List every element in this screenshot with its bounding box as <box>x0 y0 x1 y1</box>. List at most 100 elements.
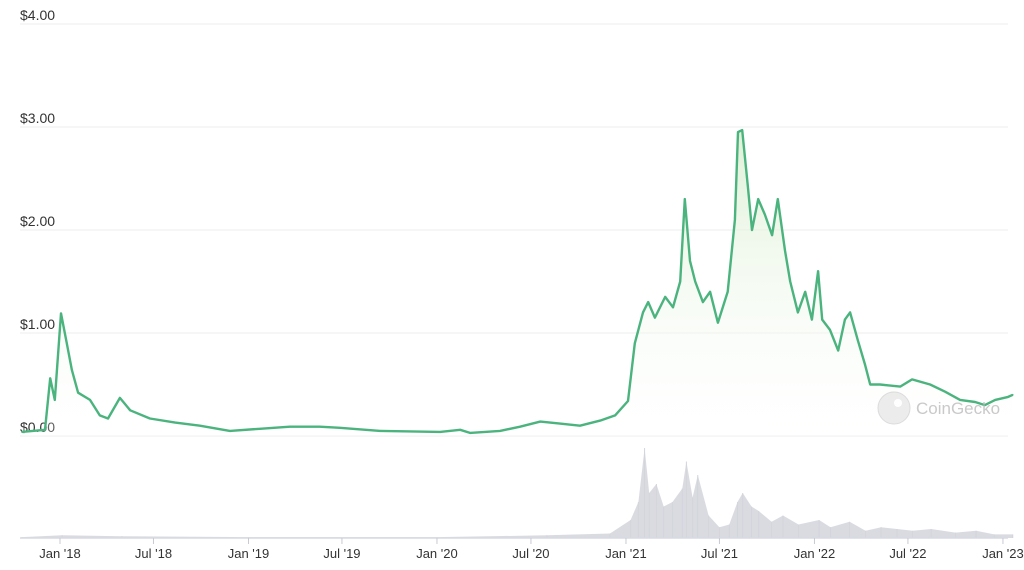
price-point <box>77 391 79 394</box>
price-point <box>789 280 791 283</box>
price-point <box>797 311 799 314</box>
price-point <box>717 321 719 324</box>
price-area-fill <box>21 130 1013 436</box>
x-tick-label: Jan '19 <box>228 546 270 561</box>
price-point <box>259 427 261 430</box>
price-point <box>539 420 542 423</box>
price-point <box>804 291 806 293</box>
price-point <box>899 385 901 388</box>
price-point <box>107 417 109 420</box>
price-point <box>737 131 739 133</box>
price-point <box>664 296 667 298</box>
price-point <box>869 383 872 386</box>
price-point <box>771 234 773 236</box>
price-point <box>519 425 521 428</box>
price-point <box>709 291 711 293</box>
x-tick-label: Jul '19 <box>323 546 360 561</box>
price-point <box>149 417 151 420</box>
price-point <box>679 280 681 283</box>
volume-area <box>21 448 1014 538</box>
price-point <box>60 312 62 315</box>
x-tick-label: Jan '21 <box>605 546 647 561</box>
price-point <box>959 399 961 401</box>
price-point <box>821 318 824 321</box>
y-tick-label: $2.00 <box>20 213 55 229</box>
price-point <box>694 280 696 283</box>
price-point <box>702 301 704 303</box>
price-point <box>119 397 121 399</box>
x-tick-label: Jul '21 <box>701 546 738 561</box>
price-point <box>469 432 471 434</box>
price-point <box>599 419 601 422</box>
price-point <box>98 414 101 417</box>
price-point <box>1007 396 1009 398</box>
price-point <box>65 339 67 342</box>
price-point <box>864 364 866 366</box>
price-point <box>929 383 931 386</box>
price-point <box>911 378 913 381</box>
price-point <box>288 425 291 428</box>
x-tick-label: Jan '20 <box>416 546 458 561</box>
price-point <box>684 198 686 200</box>
price-point <box>784 249 786 252</box>
watermark-text: CoinGecko <box>916 399 1000 418</box>
x-tick-label: Jul '18 <box>135 546 172 561</box>
price-points <box>20 129 1014 434</box>
price-point <box>633 342 636 345</box>
price-point <box>49 377 51 380</box>
price-point <box>89 399 91 401</box>
price-point <box>689 260 691 262</box>
price-point <box>726 291 729 293</box>
volume-series <box>21 448 1013 538</box>
price-point <box>879 383 881 386</box>
y-axis-labels: $0.00$1.00$2.00$3.00$4.00 <box>20 7 55 435</box>
price-point <box>20 431 23 433</box>
price-point <box>229 430 231 432</box>
gecko-eye-icon <box>894 399 902 407</box>
price-point <box>129 409 132 412</box>
x-axis-labels: Jan '18 Jul '18 Jan '19 Jul '19 Jan '20 Jul '… <box>39 538 1024 561</box>
price-point <box>764 213 766 216</box>
x-tick-label: Jan '18 <box>39 546 81 561</box>
price-point <box>741 129 743 131</box>
x-tick-label: Jan '23 <box>982 546 1024 561</box>
price-point <box>817 270 819 273</box>
price-point <box>614 414 616 417</box>
price-point <box>642 311 644 314</box>
price-point <box>747 184 749 187</box>
price-point <box>994 399 997 401</box>
price-point <box>174 421 176 424</box>
price-point <box>439 431 441 433</box>
y-tick-label: $3.00 <box>20 110 55 126</box>
gecko-logo-icon <box>877 391 911 425</box>
x-tick-label: Jul '20 <box>512 546 549 561</box>
price-point <box>829 329 831 331</box>
price-point <box>71 369 73 371</box>
x-tick-label: Jul '22 <box>889 546 926 561</box>
price-point <box>579 424 581 427</box>
y-tick-label: $4.00 <box>20 7 55 23</box>
price-point <box>974 401 976 403</box>
price-point <box>339 426 341 429</box>
price-point <box>44 429 46 431</box>
price-point <box>857 339 859 342</box>
price-point <box>757 198 759 200</box>
price-point <box>776 198 779 200</box>
price-point <box>54 399 56 401</box>
y-tick-label: $1.00 <box>20 316 55 332</box>
price-point <box>984 404 986 406</box>
price-point <box>459 429 462 431</box>
price-point <box>499 430 501 432</box>
x-tick-label: Jan '22 <box>794 546 836 561</box>
price-point <box>751 229 753 231</box>
coingecko-watermark: CoinGecko <box>877 391 1000 425</box>
price-point <box>837 349 840 352</box>
price-point <box>379 430 381 432</box>
price-point <box>318 425 321 428</box>
price-point <box>672 306 674 309</box>
price-point <box>849 311 851 314</box>
price-point <box>734 218 736 221</box>
price-point <box>559 422 561 425</box>
price-point <box>944 390 946 393</box>
